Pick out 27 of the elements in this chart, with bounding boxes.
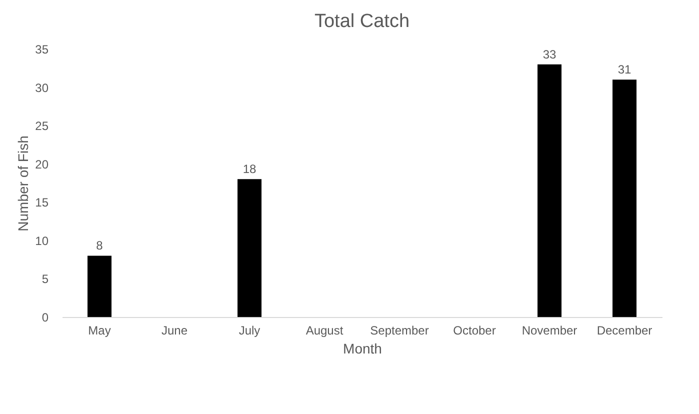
y-tick-label: 10 (35, 234, 49, 248)
y-tick-label: 15 (35, 196, 49, 210)
x-tick-label: June (161, 324, 188, 338)
x-tick-label: September (370, 324, 429, 338)
y-tick-label: 25 (35, 119, 49, 134)
y-axis-title: Number of Fish (15, 136, 32, 232)
bar (538, 64, 562, 317)
data-label: 31 (618, 62, 632, 77)
bar (238, 179, 262, 317)
y-tick-label: 0 (42, 310, 49, 324)
y-tick-label: 20 (35, 157, 49, 172)
y-tick-label: 35 (35, 42, 49, 56)
x-axis-title: Month (343, 340, 382, 356)
y-tick-label: 30 (35, 80, 49, 95)
y-tick-label: 5 (42, 272, 49, 286)
chart-title: Total Catch (314, 11, 410, 32)
x-tick-label: August (306, 324, 344, 338)
bar (88, 256, 112, 317)
data-label: 18 (242, 162, 256, 176)
data-label: 33 (542, 47, 556, 62)
x-tick-label: May (88, 324, 111, 338)
x-tick-label: December (596, 324, 652, 338)
data-label: 8 (96, 238, 104, 253)
bar (612, 80, 636, 317)
x-tick-label: November (522, 324, 578, 338)
x-tick-label: October (453, 324, 496, 338)
x-tick-label: July (238, 324, 260, 338)
